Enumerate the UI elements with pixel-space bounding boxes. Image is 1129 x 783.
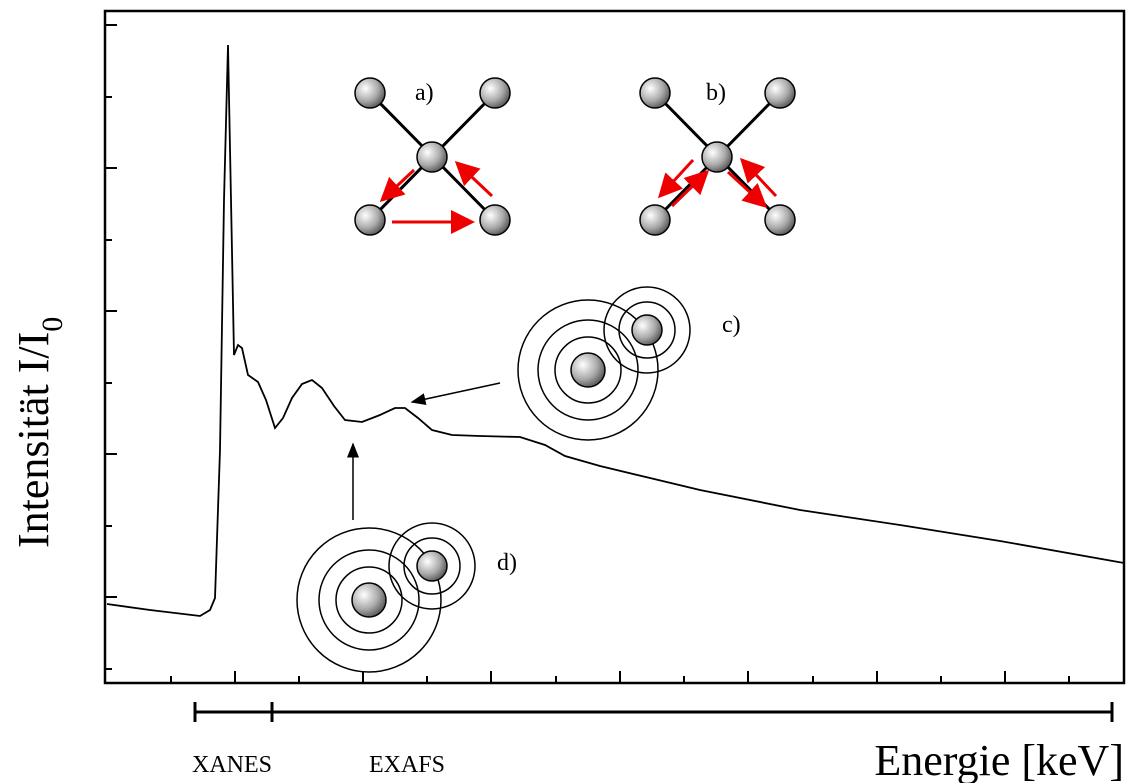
scatter-d: d) — [297, 444, 517, 672]
panel-label: a) — [415, 80, 434, 106]
y-axis-label: Intensität I/I0 — [9, 317, 69, 548]
panel-label: b) — [706, 80, 726, 106]
frame — [105, 11, 1124, 683]
spectrum-curve — [107, 45, 1124, 616]
molecule-b: b) — [640, 78, 795, 235]
region-label: EXAFS — [369, 752, 445, 778]
molecule-a: a) — [355, 78, 510, 235]
y-label-sub: 0 — [36, 317, 69, 332]
xas-diagram: a) b) c) d) XANES EXAFS Energie [keV] In… — [0, 0, 1129, 783]
panel-label: c) — [722, 312, 741, 338]
region-bracket — [195, 702, 1112, 722]
panel-label: d) — [497, 550, 517, 576]
y-label-main: Intensität I/I — [9, 332, 58, 548]
x-axis-label: Energie [keV] — [874, 736, 1124, 783]
region-label: XANES — [192, 752, 272, 778]
scatter-c: c) — [412, 287, 741, 440]
